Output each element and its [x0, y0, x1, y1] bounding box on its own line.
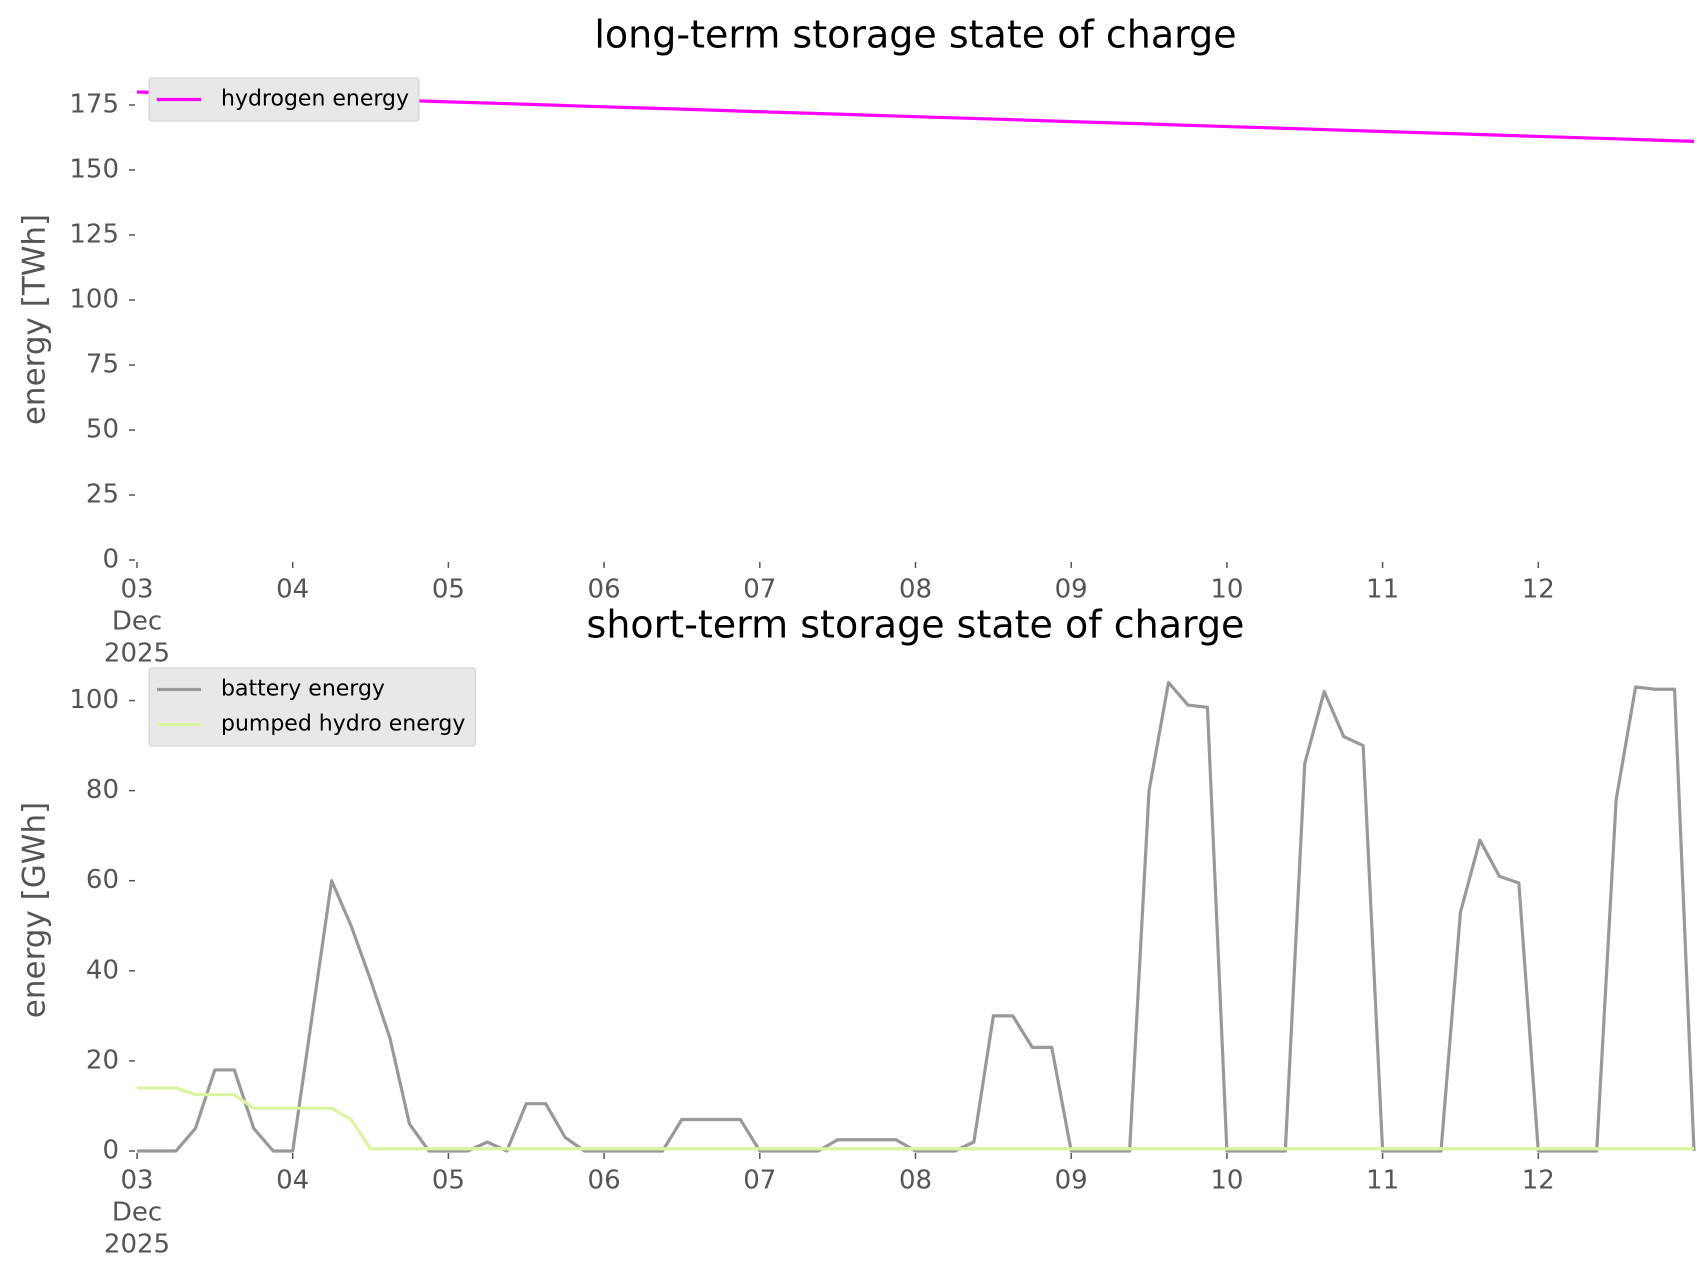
x-tick-label: 03 — [120, 1166, 153, 1196]
y-tick-label: 125 — [69, 220, 119, 250]
legend-label: hydrogen energy — [221, 87, 409, 112]
x-tick-label: 04 — [276, 1166, 309, 1196]
y-tick-label: 25 — [86, 480, 119, 510]
x-tick-label: 05 — [432, 575, 465, 605]
series-line — [137, 680, 1696, 1153]
legend-box — [148, 667, 476, 747]
x-tick-label: 12 — [1522, 575, 1555, 605]
legend-box — [148, 77, 420, 122]
y-tick-label: 50 — [86, 415, 119, 445]
y-tick-label: 80 — [86, 775, 119, 805]
y-tick-label: 0 — [102, 1136, 119, 1166]
x-tick-label: Dec — [112, 607, 162, 637]
x-tick-label: 11 — [1366, 1166, 1399, 1196]
x-tick-label: 06 — [588, 1166, 621, 1196]
y-tick-label: 60 — [86, 865, 119, 895]
x-tick-label: 05 — [432, 1166, 465, 1196]
legend: hydrogen energy — [148, 77, 420, 122]
x-tick-label: 06 — [588, 575, 621, 605]
y-tick-label: 100 — [69, 685, 119, 715]
y-tick-label: 0 — [102, 545, 119, 575]
y-tick-label: 150 — [69, 155, 119, 185]
series-line — [137, 1086, 1694, 1151]
x-tick-label: 07 — [743, 1166, 776, 1196]
x-tick-label: 11 — [1366, 575, 1399, 605]
x-tick-label: 09 — [1055, 575, 1088, 605]
y-tick-label: 20 — [86, 1045, 119, 1075]
legend: battery energy pumped hydro energy — [148, 667, 476, 747]
x-tick-label: 09 — [1055, 1166, 1088, 1196]
x-tick-label: 04 — [276, 575, 309, 605]
x-tick-label: 2025 — [104, 1230, 170, 1260]
chart-title: short-term storage state of charge — [587, 603, 1245, 647]
y-tick-label: 100 — [69, 285, 119, 315]
x-tick-label: 03 — [120, 575, 153, 605]
x-tick-label: 12 — [1522, 1166, 1555, 1196]
y-tick-label: 75 — [86, 350, 119, 380]
x-tick-label: 07 — [743, 575, 776, 605]
x-tick-label: Dec — [112, 1198, 162, 1228]
y-tick-label: 40 — [86, 955, 119, 985]
x-tick-label: 10 — [1210, 1166, 1243, 1196]
y-axis-label: energy [TWh] — [17, 214, 53, 425]
x-tick-label: 08 — [899, 575, 932, 605]
chart-title: long-term storage state of charge — [594, 13, 1236, 57]
y-axis-label: energy [GWh] — [17, 802, 53, 1018]
legend-label: pumped hydro energy — [221, 712, 465, 737]
x-tick-label: 10 — [1210, 575, 1243, 605]
legend-label: battery energy — [221, 677, 385, 702]
x-tick-label: 2025 — [104, 639, 170, 669]
y-tick-label: 175 — [69, 90, 119, 120]
x-tick-label: 08 — [899, 1166, 932, 1196]
